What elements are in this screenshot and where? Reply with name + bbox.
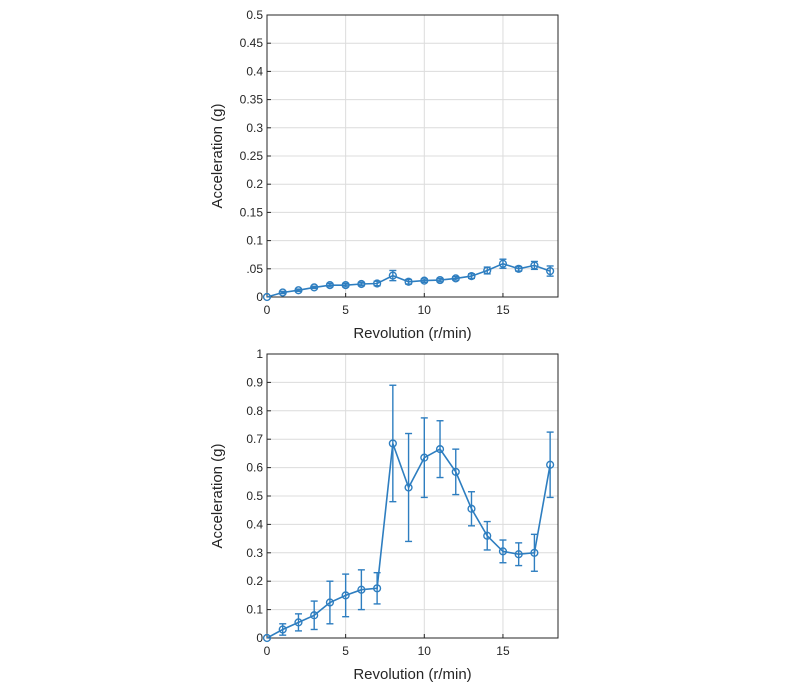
x-axis-label: Revolution (r/min) <box>353 325 471 342</box>
y-tick-label: 0.45 <box>240 36 264 50</box>
y-tick-label: 0 <box>256 290 263 304</box>
y-tick-label: 0.35 <box>240 93 264 107</box>
y-tick-label: 0.7 <box>246 432 263 446</box>
data-point <box>294 618 303 627</box>
y-tick-label: 0.3 <box>246 546 263 560</box>
y-tick-label: 0.2 <box>246 177 263 191</box>
y-tick-label: 0.5 <box>246 489 263 503</box>
data-point <box>514 264 523 273</box>
data-point <box>341 281 350 290</box>
error-bar <box>499 539 507 564</box>
y-axis-label: Acceleration (g) <box>209 443 226 548</box>
error-bar <box>436 420 444 479</box>
x-tick-label: 5 <box>342 303 349 317</box>
data-point <box>404 277 413 286</box>
data-point <box>498 547 508 556</box>
error-bar <box>420 417 428 499</box>
y-tick-label: 0 <box>256 631 263 645</box>
data-point <box>420 276 429 285</box>
x-tick-label: 15 <box>496 644 510 658</box>
x-axis-label: Revolution (r/min) <box>353 666 471 683</box>
data-point <box>420 453 429 462</box>
y-tick-label: 0.4 <box>246 64 263 78</box>
data-point <box>467 504 476 513</box>
y-axis-label: Acceleration (g) <box>209 103 226 208</box>
data-point <box>435 275 445 285</box>
data-point <box>325 598 335 607</box>
data-point <box>373 279 382 288</box>
data-point <box>514 550 523 559</box>
data-point <box>404 483 413 492</box>
x-tick-label: 15 <box>496 303 510 317</box>
y-tick-label: .05 <box>246 262 263 276</box>
x-tick-label: 0 <box>264 644 271 658</box>
data-point <box>262 633 272 643</box>
data-point <box>530 261 539 270</box>
data-point <box>498 259 508 268</box>
error-bar <box>310 285 318 290</box>
y-tick-label: 0.25 <box>240 149 264 163</box>
data-point <box>357 585 366 594</box>
data-point <box>310 611 319 620</box>
error-bar <box>467 491 475 527</box>
top-acceleration-chart: 0 5 10 15 0 .05 0.1 0.15 0.2 0.25 0.3 0.35 0.4 0.45 0.… <box>209 8 559 342</box>
data-point <box>373 584 382 593</box>
y-tick-label: 0.5 <box>246 8 263 22</box>
error-bar <box>373 571 381 605</box>
data-point <box>483 266 492 275</box>
error-bar <box>294 613 302 632</box>
error-bar <box>294 288 302 293</box>
error-bar <box>310 600 318 631</box>
data-point <box>278 625 287 634</box>
y-tick-label: 0.9 <box>246 375 263 389</box>
error-bar <box>483 520 491 551</box>
x-tick-label: 0 <box>264 303 271 317</box>
error-bar <box>326 580 334 625</box>
data-point <box>341 591 350 600</box>
error-bar <box>405 432 413 543</box>
y-tick-label: 0.1 <box>246 603 263 617</box>
y-tick-label: 1 <box>256 347 263 361</box>
data-point <box>451 467 460 476</box>
error-bar <box>530 533 538 572</box>
data-point <box>530 548 539 557</box>
data-point <box>467 272 476 281</box>
data-point <box>262 292 272 302</box>
y-tick-label: 0.6 <box>246 461 263 475</box>
data-point <box>294 286 303 295</box>
y-tick-label: 0.4 <box>246 517 263 531</box>
data-point <box>546 460 555 469</box>
y-tick-label: 0.8 <box>246 404 263 418</box>
y-tick-label: 0.1 <box>246 234 263 248</box>
data-point <box>310 283 319 292</box>
y-tick-label: 0.15 <box>240 205 264 219</box>
error-bar <box>342 573 350 618</box>
x-tick-label: 10 <box>418 644 432 658</box>
error-bar <box>279 290 287 295</box>
data-point <box>546 266 555 276</box>
data-point <box>278 288 287 297</box>
y-tick-label: 0.3 <box>246 121 263 135</box>
error-bar <box>515 542 523 567</box>
y-tick-label: 0.2 <box>246 574 263 588</box>
error-bar <box>546 431 554 499</box>
data-point <box>483 531 492 540</box>
x-tick-label: 10 <box>418 303 432 317</box>
data-point <box>325 281 335 290</box>
bottom-acceleration-chart: 0 5 10 15 0 0.1 0.2 0.3 0.4 0.5 0.6 0.7 0.8 0.9 1 Revol… <box>209 347 559 683</box>
error-bar <box>389 384 397 503</box>
data-point <box>451 274 460 283</box>
error-bar <box>452 448 460 496</box>
error-bar <box>357 569 365 611</box>
data-point <box>388 271 397 280</box>
x-tick-label: 5 <box>342 644 349 658</box>
data-point <box>435 445 445 454</box>
data-point <box>388 439 397 448</box>
data-point <box>357 279 366 289</box>
